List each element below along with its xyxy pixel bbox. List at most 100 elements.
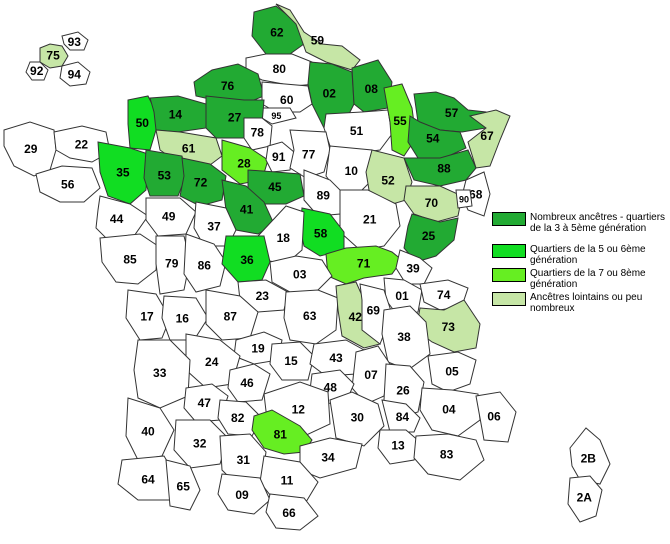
department-code-94: 94 bbox=[68, 68, 82, 82]
department-shape-38 bbox=[381, 305, 431, 371]
department-70: 70 bbox=[403, 185, 463, 223]
department-79: 79 bbox=[155, 235, 191, 295]
department-05: 05 bbox=[427, 351, 477, 393]
department-01: 01 bbox=[383, 277, 423, 317]
department-shape-2A bbox=[567, 475, 603, 523]
department-code-56: 56 bbox=[61, 178, 75, 192]
department-code-86: 86 bbox=[198, 258, 212, 272]
department-code-57: 57 bbox=[445, 106, 459, 120]
department-shape-70 bbox=[403, 185, 463, 223]
department-code-34: 34 bbox=[321, 450, 335, 464]
department-code-13: 13 bbox=[391, 439, 405, 453]
department-shape-25 bbox=[403, 213, 459, 263]
department-code-59: 59 bbox=[311, 33, 325, 47]
department-17: 17 bbox=[125, 289, 171, 341]
department-code-49: 49 bbox=[162, 209, 176, 223]
department-shape-83 bbox=[413, 433, 485, 481]
department-83: 83 bbox=[413, 433, 485, 481]
department-84: 84 bbox=[381, 399, 421, 433]
department-code-60: 60 bbox=[280, 93, 294, 107]
department-08: 08 bbox=[351, 59, 393, 113]
department-code-16: 16 bbox=[176, 311, 190, 325]
department-code-81: 81 bbox=[274, 428, 288, 442]
department-10: 10 bbox=[325, 145, 381, 193]
department-shape-05 bbox=[427, 351, 477, 393]
department-09: 09 bbox=[217, 473, 271, 515]
department-shape-54 bbox=[407, 115, 467, 161]
department-03: 03 bbox=[269, 255, 333, 293]
department-code-08: 08 bbox=[365, 82, 379, 96]
department-code-62: 62 bbox=[270, 26, 284, 40]
department-code-48: 48 bbox=[324, 380, 338, 394]
department-code-33: 33 bbox=[153, 366, 167, 380]
department-code-15: 15 bbox=[284, 354, 298, 368]
department-88: 88 bbox=[403, 149, 477, 187]
department-91: 91 bbox=[265, 141, 295, 173]
department-shape-93 bbox=[61, 31, 89, 51]
department-code-55: 55 bbox=[393, 114, 407, 128]
legend-label-level4: Ancêtres lointains ou peu nombreux bbox=[530, 292, 643, 314]
department-code-92: 92 bbox=[30, 64, 44, 78]
department-85: 85 bbox=[99, 233, 159, 285]
department-code-2B: 2B bbox=[581, 452, 597, 466]
department-code-14: 14 bbox=[169, 107, 183, 121]
department-code-79: 79 bbox=[165, 256, 179, 270]
department-39: 39 bbox=[395, 249, 433, 285]
department-19: 19 bbox=[233, 331, 283, 365]
legend-item-level1: Nombreux ancêtres - quartiers de la 3 à … bbox=[492, 212, 670, 234]
department-16: 16 bbox=[161, 295, 209, 341]
department-code-2A: 2A bbox=[577, 491, 593, 505]
department-code-32: 32 bbox=[193, 436, 207, 450]
department-code-53: 53 bbox=[158, 168, 172, 182]
department-code-11: 11 bbox=[281, 474, 294, 488]
department-25: 25 bbox=[403, 213, 459, 263]
department-code-02: 02 bbox=[323, 86, 337, 100]
department-shape-09 bbox=[217, 473, 271, 515]
department-code-35: 35 bbox=[116, 165, 130, 179]
department-56: 56 bbox=[35, 165, 101, 203]
department-code-44: 44 bbox=[110, 212, 124, 226]
department-code-61: 61 bbox=[182, 141, 196, 155]
department-59: 59 bbox=[275, 3, 361, 71]
department-code-03: 03 bbox=[293, 267, 307, 281]
department-78: 78 bbox=[243, 117, 273, 151]
legend-label-level2: Quartiers de la 5 ou 6ème génération bbox=[530, 244, 646, 266]
department-47: 47 bbox=[183, 383, 229, 423]
department-30: 30 bbox=[329, 391, 385, 447]
department-code-37: 37 bbox=[207, 220, 221, 234]
department-93: 93 bbox=[61, 31, 89, 51]
department-shape-72 bbox=[179, 157, 227, 207]
department-21: 21 bbox=[339, 189, 401, 251]
department-50: 50 bbox=[127, 95, 157, 151]
department-42: 42 bbox=[335, 281, 382, 349]
department-code-36: 36 bbox=[240, 253, 254, 267]
department-code-09: 09 bbox=[235, 488, 249, 502]
department-94: 94 bbox=[59, 61, 91, 87]
department-code-47: 47 bbox=[198, 396, 212, 410]
department-code-73: 73 bbox=[442, 320, 456, 334]
department-shape-13 bbox=[377, 429, 421, 465]
department-code-18: 18 bbox=[277, 231, 291, 245]
department-shape-50 bbox=[127, 95, 157, 151]
department-code-54: 54 bbox=[426, 132, 440, 146]
department-code-67: 67 bbox=[480, 129, 494, 143]
department-code-58: 58 bbox=[314, 226, 328, 240]
department-38: 38 bbox=[381, 305, 431, 371]
department-code-76: 76 bbox=[221, 79, 235, 93]
department-54: 54 bbox=[407, 115, 467, 161]
department-90: 90 bbox=[455, 189, 473, 209]
department-code-10: 10 bbox=[345, 164, 359, 178]
department-code-46: 46 bbox=[240, 376, 254, 390]
department-code-27: 27 bbox=[228, 111, 242, 125]
department-code-64: 64 bbox=[141, 472, 155, 486]
department-58: 58 bbox=[299, 207, 345, 257]
department-code-29: 29 bbox=[24, 142, 38, 156]
department-shape-86 bbox=[183, 233, 227, 293]
department-shape-59 bbox=[275, 3, 361, 71]
department-45: 45 bbox=[247, 169, 305, 205]
department-63: 63 bbox=[283, 289, 339, 345]
department-shape-14 bbox=[149, 95, 207, 133]
department-34: 34 bbox=[299, 437, 363, 479]
department-code-85: 85 bbox=[123, 252, 137, 266]
